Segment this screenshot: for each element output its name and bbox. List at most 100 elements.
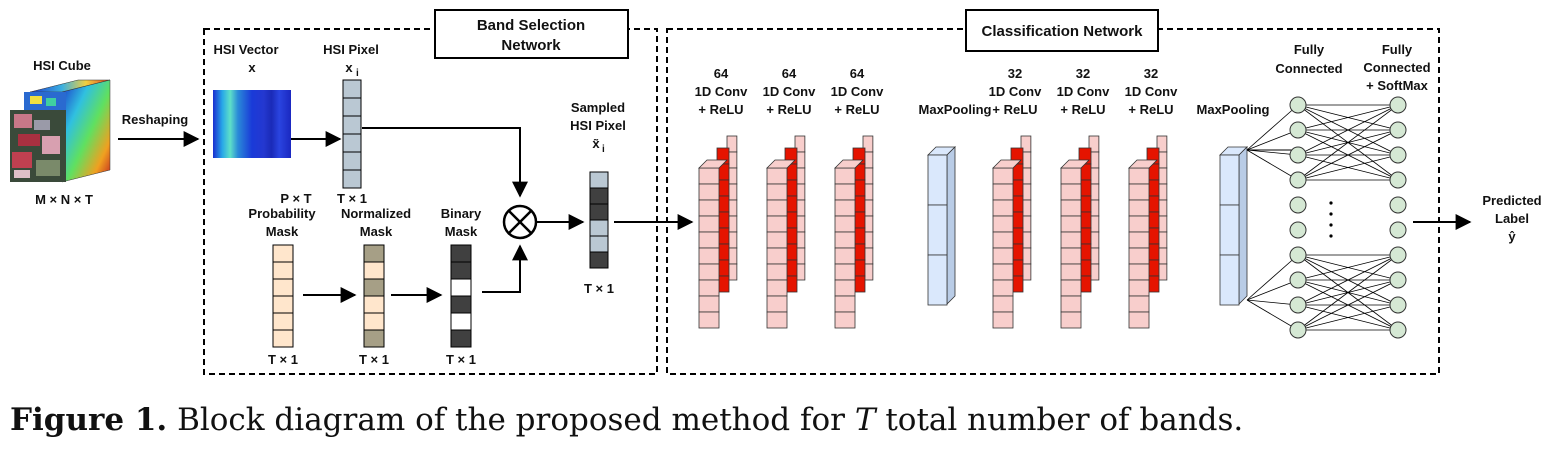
conv64-block-2-front-cell	[766, 263, 788, 281]
conv32-block-2-front-cell	[1060, 231, 1082, 249]
conv64-block-1-front-cell	[698, 231, 720, 249]
conv32-block-1-front-cell	[992, 167, 1014, 185]
fc2-node	[1389, 196, 1407, 214]
conv32-block-2-front-cell	[1060, 311, 1082, 329]
conv64-block-2-front-cell	[766, 215, 788, 233]
conv32-block-2-front-cell	[1060, 279, 1082, 297]
fc2-node	[1389, 171, 1407, 189]
pool-to-fc-edge	[1246, 254, 1299, 301]
conv-layers: 64 1D Conv + ReLU 64 1D Conv + ReLU 64 1D Conv +…	[695, 66, 1178, 329]
conv64-block-1-front-cell	[698, 295, 720, 313]
conv32-block-1-front-cell	[992, 199, 1014, 217]
hsi-pixel-cell	[342, 151, 362, 171]
conv32-block-1-front-cell	[992, 215, 1014, 233]
hsi-pixel-cell	[342, 169, 362, 189]
conv64-block-2-front-cell	[766, 279, 788, 297]
conv64-block-1-front-cell	[698, 263, 720, 281]
reshaping-label: Reshaping	[122, 112, 189, 127]
conv32-block-3-front-cell	[1128, 295, 1150, 313]
band-selection-frame	[203, 28, 658, 375]
pool-to-fc-edge	[1246, 104, 1299, 151]
fc1-node	[1289, 196, 1307, 214]
probability-mask-cell	[272, 278, 294, 297]
maxpool-cell	[927, 154, 948, 206]
maxpool-cell	[1219, 154, 1240, 206]
sampled-pixel-symbol: x̃	[592, 136, 600, 151]
fc2-node	[1389, 321, 1407, 339]
conv64-block-1-front-cell	[698, 183, 720, 201]
caption-text-1: Block diagram of the proposed method for	[167, 402, 855, 438]
conv64-block-2-front-cell	[766, 231, 788, 249]
pool-to-fc-edge	[1246, 129, 1299, 151]
conv32-block-3-front-cell	[1128, 247, 1150, 265]
conv64-block-3-front-cell	[834, 167, 856, 185]
fc2-node	[1389, 121, 1407, 139]
hsi-cube-dims: M × N × T	[35, 192, 93, 207]
binary-to-multiply-arrow	[482, 244, 528, 293]
conv64-block-2-front-cell	[766, 311, 788, 329]
figure-caption: Figure 1. Block diagram of the proposed …	[10, 402, 1550, 438]
fc2-node	[1389, 146, 1407, 164]
hsi-pixel-cell	[342, 79, 362, 99]
hsi-pixel-cell	[342, 115, 362, 135]
conv64-block-3-front-cell	[834, 231, 856, 249]
normalized-mask-stack	[363, 244, 385, 348]
sampled-pixel-cell	[589, 251, 609, 269]
output-symbol: ŷ	[1508, 229, 1516, 244]
fully-connected-net	[1246, 96, 1407, 339]
maxpool-cell	[927, 204, 948, 256]
conv32-block-2-front-cell	[1060, 167, 1082, 185]
conv64-block-3-front-cell	[834, 263, 856, 281]
sampled-pixel-label-2: HSI Pixel	[570, 118, 626, 133]
maxpool-label-1: MaxPooling	[919, 102, 992, 117]
hsi-pixel-stack	[342, 79, 362, 189]
hsi-vector-label: HSI Vector	[213, 42, 278, 57]
conv32-block-1-label-1: 1D Conv	[989, 84, 1043, 99]
conv64-block-3-label-2: + ReLU	[834, 102, 879, 117]
conv32-block-3-front-cell	[1128, 183, 1150, 201]
fc2-label-1: Fully	[1382, 42, 1413, 57]
conv64-block-1-front-cell	[698, 247, 720, 265]
normalized-mask-label-2: Mask	[360, 224, 393, 239]
conv32-block-2-front-cell	[1060, 183, 1082, 201]
conv32-block-1-front-cell	[992, 247, 1014, 265]
sampled-pixel-cell	[589, 203, 609, 221]
conv32-block-3-front-cell	[1128, 167, 1150, 185]
fc-edge	[1297, 304, 1399, 331]
maxpool-side	[1238, 146, 1248, 305]
fc-edge	[1297, 104, 1399, 181]
conv64-block-3-front-cell	[834, 183, 856, 201]
fc1-node	[1289, 221, 1307, 239]
maxpool-block-2	[1219, 146, 1248, 306]
pool-to-fc-edge	[1246, 299, 1299, 331]
probability-mask-label-1: Probability	[248, 206, 316, 221]
conv64-block-3-front-cell	[834, 311, 856, 329]
conv64-block-3-front-cell	[834, 279, 856, 297]
fc2-label-3: + SoftMax	[1366, 78, 1429, 93]
output-label-2: Label	[1495, 211, 1529, 226]
conv32-block-1-front-cell	[992, 279, 1014, 297]
conv32-block-1-front-cell	[992, 231, 1014, 249]
conv32-block-1-top	[992, 159, 1022, 169]
maxpool-cell	[1219, 254, 1240, 306]
conv64-block-3-top	[834, 159, 864, 169]
ellipsis-dot	[1329, 201, 1333, 205]
conv64-block-2-top	[766, 159, 796, 169]
caption-variable: T	[854, 402, 876, 438]
fc2-node	[1389, 271, 1407, 289]
probability-mask-stack	[272, 244, 294, 348]
conv64-block-1-top	[698, 159, 728, 169]
conv64-block-2-label-2: + ReLU	[766, 102, 811, 117]
probability-mask-cell	[272, 261, 294, 280]
maxpool-label-2: MaxPooling	[1197, 102, 1270, 117]
figure-label: Figure 1.	[10, 402, 168, 438]
pool-to-fc-edge	[1246, 149, 1299, 181]
normalized-mask-cell	[363, 278, 385, 297]
conv64-block-2-front-cell	[766, 295, 788, 313]
binary-mask-dims: T × 1	[446, 352, 476, 367]
conv32-block-2-top	[1060, 159, 1090, 169]
hsi-pixel-symbol: x	[345, 60, 353, 75]
binary-mask-cell	[450, 244, 472, 263]
conv64-block-1-front-cell	[698, 311, 720, 329]
